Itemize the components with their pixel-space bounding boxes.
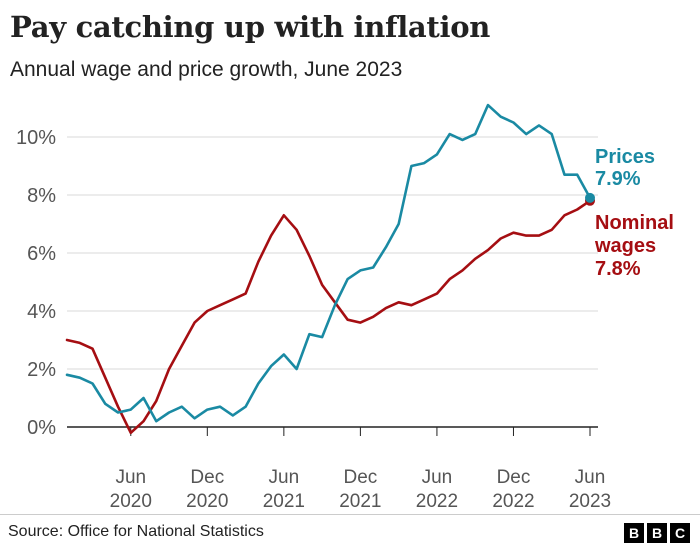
x-tick-label-year: 2021 [263,491,305,512]
y-tick-label: 4% [27,301,56,323]
bbc-logo: B B C [624,523,690,543]
prices-line [65,103,592,423]
x-tick-label-year: 2020 [110,491,152,512]
y-tick-label: 0% [27,417,56,439]
x-tick-label-month: Jun [115,467,146,488]
y-tick-label: 2% [27,359,56,381]
y-tick-label: 10% [16,127,56,149]
y-axis-labels: 0% 2% 4% 6% 8% 10% [16,127,56,439]
x-tick-label-month: Dec [190,467,224,488]
wages-label-name-line1: Nominal [595,212,674,234]
x-tick-label-month: Jun [422,467,453,488]
wages-label-name-line2: wages [594,235,656,257]
x-tick-label-month: Jun [269,467,300,488]
x-tick-label-year: 2020 [186,491,228,512]
footer: Source: Office for National Statistics B… [0,514,700,547]
x-tick-label-month: Dec [497,467,531,488]
chart-title: Pay catching up with inflation [10,10,491,44]
x-tick-label-year: 2021 [339,491,381,512]
logo-letter-b2: B [647,523,667,543]
prices-end-point [585,192,595,203]
x-tick-label-month: Dec [343,467,377,488]
y-tick-label: 6% [27,243,56,265]
x-tick-label-year: 2022 [492,491,534,512]
wages-line [65,199,592,435]
x-axis-labels: Jun 2020 Dec 2020 Jun 2021 Dec 2021 Jun 2022 Dec 20… [110,427,611,512]
chart-area: 0% 2% 4% 6% 8% 10% Jun 2020 Dec 2020 Jun 2021 Dec 20… [16,103,674,512]
prices-label-value: 7.9% [595,168,641,190]
logo-letter-c: C [670,523,690,543]
wages-label-value: 7.8% [595,258,641,280]
x-tick-label-month: Jun [575,467,606,488]
chart-subtitle: Annual wage and price growth, June 2023 [10,58,403,81]
source-note: Source: Office for National Statistics [8,523,264,540]
logo-letter-b1: B [624,523,644,543]
x-tick-label-year: 2022 [416,491,458,512]
x-tick-label-year: 2023 [569,491,611,512]
prices-label-name: Prices [595,146,655,168]
y-tick-label: 8% [27,185,56,207]
grid-lines [67,136,598,428]
series-group [65,103,595,435]
